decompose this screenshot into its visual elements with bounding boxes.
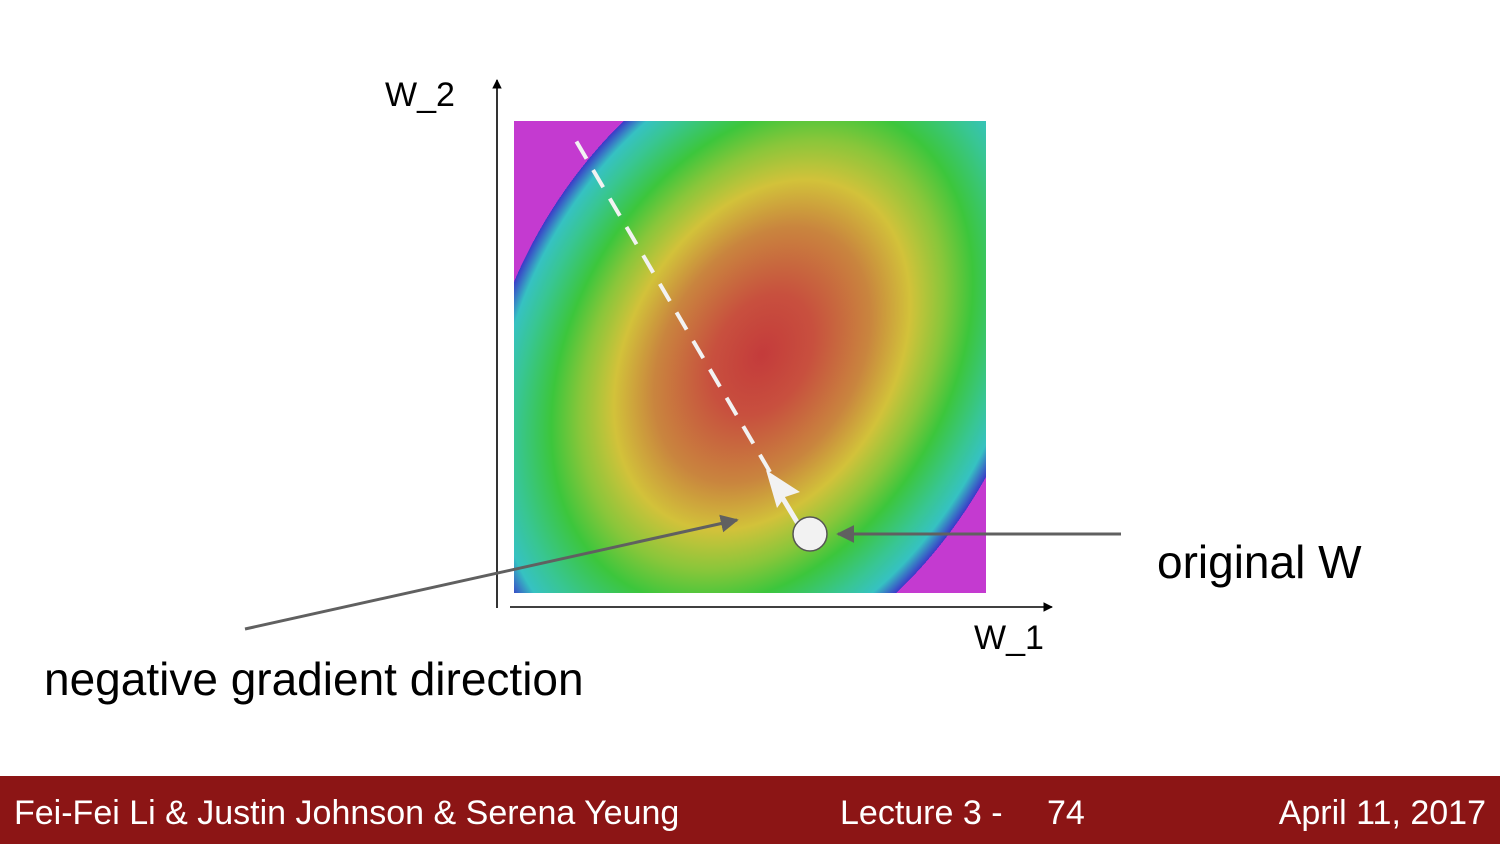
- w1-axis-label: W_1: [974, 619, 1044, 657]
- footer-lecture: Lecture 3 -: [840, 794, 1003, 832]
- footer-slide-number: 74: [1047, 794, 1085, 832]
- gradient-direction-pointer-arrow: [244, 514, 739, 631]
- footer-authors: Fei-Fei Li & Justin Johnson & Serena Yeu…: [14, 794, 680, 832]
- loss-landscape-heatmap: [514, 121, 986, 593]
- slide-footer: Fei-Fei Li & Justin Johnson & Serena Yeu…: [0, 776, 1500, 844]
- original-w-label: original W: [1157, 536, 1362, 588]
- gradient-descent-diagram: W_2 W_1 original W negative gradient dir…: [44, 76, 1362, 705]
- w2-axis-label: W_2: [385, 76, 455, 114]
- footer-date: April 11, 2017: [1278, 794, 1486, 832]
- original-w-point: [792, 516, 828, 552]
- negative-gradient-arrowhead: [766, 470, 800, 508]
- negative-gradient-direction-label: negative gradient direction: [44, 653, 584, 705]
